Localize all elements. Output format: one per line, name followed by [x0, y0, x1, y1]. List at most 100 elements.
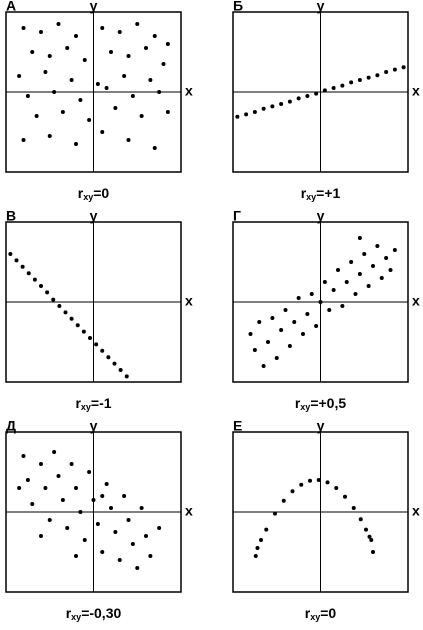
point [388, 268, 393, 272]
point [47, 518, 52, 522]
point [78, 510, 83, 514]
caption-sub: xy [300, 402, 310, 412]
point [331, 288, 336, 292]
point [301, 332, 305, 336]
x-axis-label: x [412, 293, 420, 309]
point [45, 290, 50, 295]
point [82, 58, 87, 62]
point [94, 342, 99, 347]
panel-letter: В [6, 208, 16, 224]
point [235, 114, 240, 119]
point [314, 91, 319, 96]
point [122, 494, 127, 498]
point [87, 118, 92, 122]
caption-value: =-1 [91, 395, 112, 411]
caption-r: r [305, 605, 311, 621]
point [259, 538, 263, 542]
caption-value: =0 [93, 185, 109, 201]
point [32, 277, 37, 282]
point [100, 130, 105, 134]
y-axis-label: y [317, 208, 325, 224]
y-axis-label: y [90, 418, 98, 434]
point [144, 534, 148, 538]
point [165, 110, 170, 114]
point [253, 554, 258, 558]
point [43, 486, 48, 490]
point [57, 304, 62, 308]
point [362, 252, 367, 256]
y-axis-label: y [90, 0, 98, 14]
point [17, 486, 22, 490]
point [74, 554, 78, 558]
point [69, 78, 74, 82]
point [336, 268, 340, 272]
caption-value: =+1 [316, 185, 340, 201]
point [87, 470, 92, 474]
point [148, 78, 153, 82]
point [109, 506, 113, 510]
point [21, 454, 26, 458]
point [63, 310, 68, 315]
point [375, 73, 380, 78]
point [75, 323, 80, 328]
point [252, 110, 257, 114]
point [100, 550, 105, 554]
panel-letter: А [6, 0, 16, 14]
point [126, 138, 131, 142]
point [369, 538, 374, 542]
point [349, 80, 354, 85]
point [56, 22, 61, 26]
point [309, 292, 314, 296]
point [47, 54, 52, 58]
point [8, 252, 13, 256]
point [60, 498, 65, 502]
x-axis-label: x [185, 503, 193, 519]
point [100, 348, 105, 353]
point [314, 324, 319, 328]
caption: rxy=+0,5 [295, 395, 346, 413]
point [56, 474, 61, 478]
point [52, 450, 57, 454]
point [139, 506, 144, 510]
point [117, 30, 122, 34]
point [139, 114, 144, 118]
point [264, 527, 269, 532]
point [283, 308, 288, 312]
point [118, 368, 123, 372]
caption-sub: xy [81, 402, 91, 412]
point [91, 498, 96, 502]
x-axis-label: x [185, 293, 193, 309]
point [357, 272, 362, 276]
point [39, 30, 43, 34]
point [279, 102, 284, 106]
point [299, 482, 304, 487]
point [308, 478, 312, 483]
point [357, 236, 362, 240]
point [287, 344, 292, 348]
point [81, 329, 86, 334]
point [21, 26, 26, 30]
point [88, 336, 92, 340]
point [65, 526, 70, 530]
point [316, 478, 321, 482]
y-axis-label: y [90, 208, 98, 224]
point [100, 26, 105, 30]
point [122, 74, 127, 78]
point [126, 518, 131, 522]
point [152, 146, 157, 150]
point [274, 356, 279, 360]
point [371, 550, 375, 554]
point [34, 114, 39, 118]
point [14, 258, 19, 263]
point [30, 502, 35, 506]
point [25, 478, 30, 482]
point [371, 264, 375, 268]
point [379, 276, 384, 280]
point [279, 328, 284, 332]
point [325, 480, 330, 485]
point [266, 340, 270, 344]
point [109, 50, 113, 54]
